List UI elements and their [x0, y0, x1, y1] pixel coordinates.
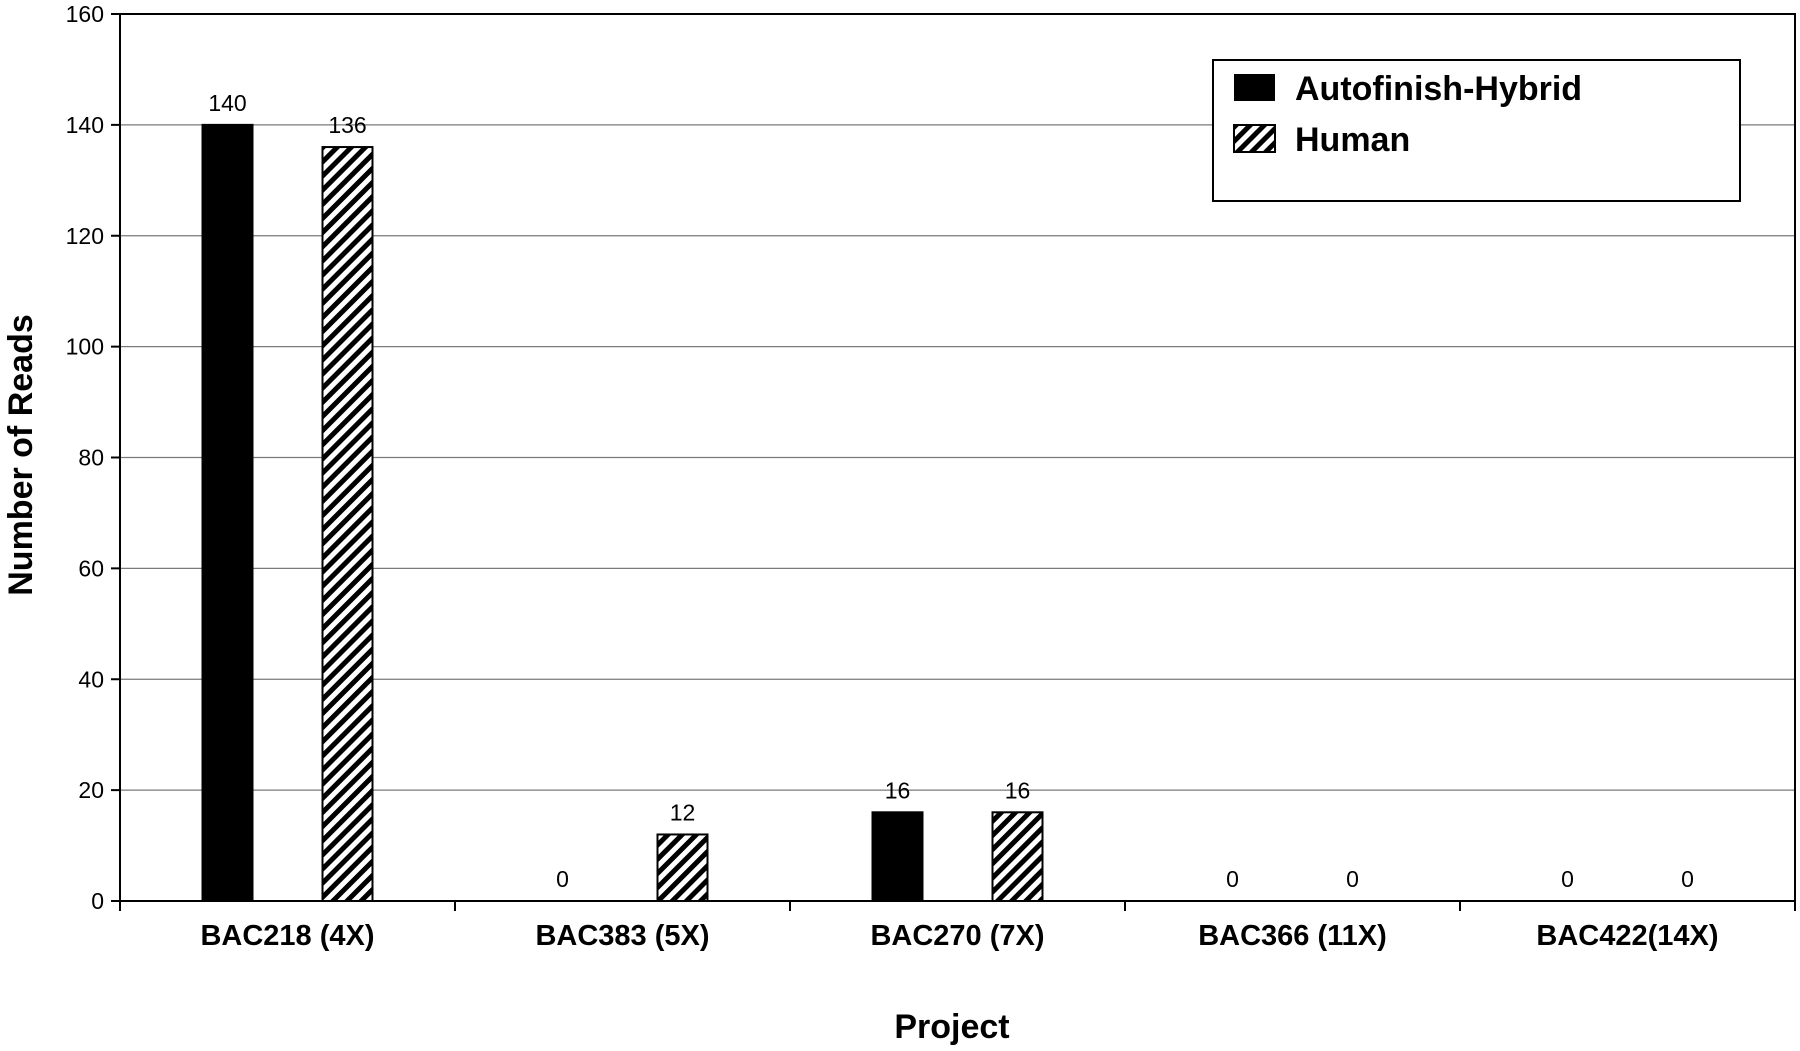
x-axis-title: Project [894, 1008, 1009, 1046]
y-tick-label: 160 [66, 1, 104, 27]
y-tick-label: 100 [66, 334, 104, 360]
plot-frame [119, 13, 1796, 902]
bar-autofinish-hybrid [201, 123, 254, 902]
bar-human [656, 833, 709, 902]
x-category-label: BAC366 (11X) [1198, 920, 1387, 952]
y-tick-label: 140 [66, 112, 104, 138]
axes [111, 13, 1796, 911]
y-axis-title: Number of Reads [2, 314, 40, 596]
legend-label-human: Human [1295, 121, 1410, 159]
data-label: 0 [1346, 866, 1359, 892]
data-label: 0 [1561, 866, 1574, 892]
bar-human [991, 811, 1044, 902]
y-tick-label: 0 [91, 888, 104, 914]
bars [201, 123, 1044, 903]
bar-autofinish-hybrid [871, 811, 924, 902]
gridlines [120, 13, 1795, 791]
legend-swatch-autofinish-hybrid [1234, 74, 1275, 101]
legend: Autofinish-Hybrid Human [1212, 59, 1741, 202]
legend-box [1212, 59, 1741, 202]
data-label: 16 [1005, 777, 1031, 803]
data-label: 140 [208, 90, 246, 116]
legend-swatch-human [1233, 124, 1276, 153]
x-category-label: BAC422(14X) [1536, 920, 1718, 952]
y-tick-label: 120 [66, 223, 104, 249]
data-label: 0 [1681, 866, 1694, 892]
x-category-label: BAC270 (7X) [870, 920, 1044, 952]
y-tick-label: 60 [78, 555, 104, 581]
bar-human [321, 146, 374, 903]
x-category-label: BAC383 (5X) [535, 920, 709, 952]
data-label: 136 [328, 112, 366, 138]
y-tick-label: 80 [78, 445, 104, 471]
data-label: 0 [1226, 866, 1239, 892]
data-label: 16 [885, 777, 911, 803]
data-label: 0 [556, 866, 569, 892]
legend-label-autofinish-hybrid: Autofinish-Hybrid [1295, 70, 1582, 108]
data-label: 12 [670, 799, 696, 825]
x-category-label: BAC218 (4X) [200, 920, 374, 952]
y-tick-label: 20 [78, 777, 104, 803]
y-tick-label: 40 [78, 666, 104, 692]
